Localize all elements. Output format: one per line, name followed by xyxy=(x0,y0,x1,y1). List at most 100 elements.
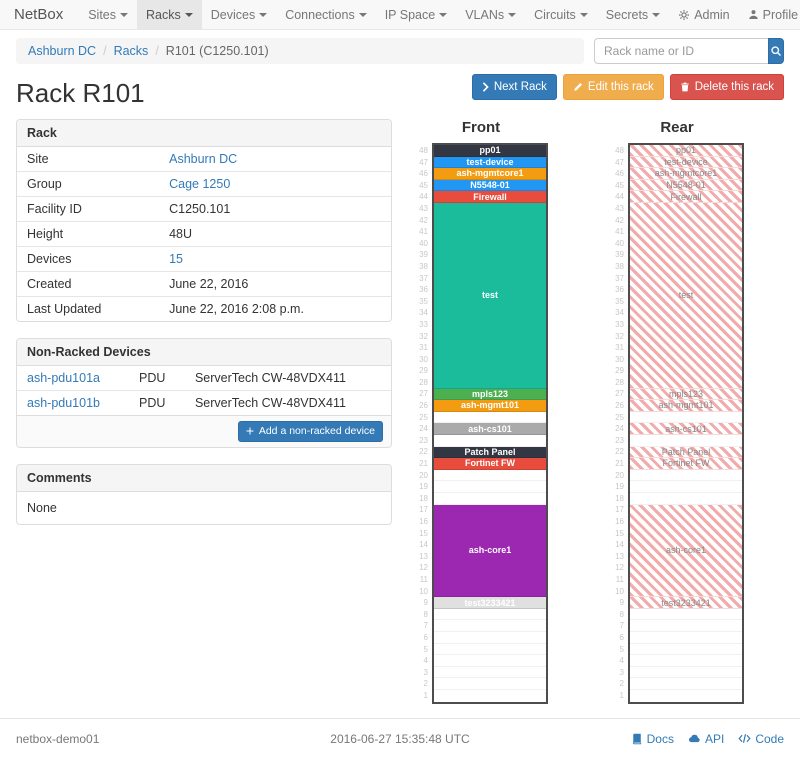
rack-device-ash-core1[interactable]: ash-core1 xyxy=(630,504,742,598)
rack-device-fortinet-fw[interactable]: Fortinet FW xyxy=(434,458,546,470)
rack-device-pp01[interactable]: pp01 xyxy=(630,145,742,157)
unit-number: 14 xyxy=(615,540,624,550)
rack-device-fortinet-fw[interactable]: Fortinet FW xyxy=(630,458,742,470)
nav-item-vlans[interactable]: VLANs xyxy=(456,0,525,29)
rack-device-patch-panel[interactable]: Patch Panel xyxy=(434,446,546,459)
rack-device-mpls123[interactable]: mpls123 xyxy=(434,388,546,401)
unit-number: 24 xyxy=(615,424,624,434)
unit-number: 17 xyxy=(615,505,624,515)
rack-device-pp01[interactable]: pp01 xyxy=(434,145,546,157)
unit-number: 20 xyxy=(615,470,624,480)
unit-number: 30 xyxy=(615,354,624,364)
nav-item-devices[interactable]: Devices xyxy=(202,0,276,29)
nav-item-ip-space[interactable]: IP Space xyxy=(376,0,457,29)
unit-number: 16 xyxy=(615,517,624,526)
nav-item-circuits[interactable]: Circuits xyxy=(525,0,597,29)
device-type: ServerTech CW-48VDX411 xyxy=(194,371,346,385)
nav-item-admin[interactable]: Admin xyxy=(669,0,738,29)
rack-slot-empty xyxy=(434,412,546,424)
nav-item-secrets[interactable]: Secrets xyxy=(597,0,669,29)
add-non-racked-device-button[interactable]: Add a non-racked device xyxy=(237,421,383,442)
nav-item-label: Sites xyxy=(88,7,116,22)
unit-number: 27 xyxy=(615,389,624,399)
nav-item-racks[interactable]: Racks xyxy=(137,0,202,29)
rack-device-n5548-01[interactable]: N5548-01 xyxy=(434,179,546,192)
nav-item-sites[interactable]: Sites xyxy=(79,0,137,29)
attribute-label: Facility ID xyxy=(17,196,160,222)
breadcrumb-item-ashburn-dc[interactable]: Ashburn DC xyxy=(28,44,97,58)
unit-number: 23 xyxy=(419,435,428,445)
unit-number: 36 xyxy=(615,285,624,295)
edit-rack-button[interactable]: Edit this rack xyxy=(562,74,664,101)
rack-slot-empty xyxy=(630,655,742,667)
rack-front-column: Front 48 47 46 45 44 43 42 41 40 39 38 37 36 35 34 33 32… xyxy=(414,119,548,704)
attribute-value-link[interactable]: Ashburn DC xyxy=(169,152,238,166)
unit-number: 24 xyxy=(419,424,428,434)
rack-device-test3233421[interactable]: test3233421 xyxy=(434,597,546,609)
rack-search-input[interactable] xyxy=(594,38,768,64)
unit-number: 19 xyxy=(615,482,624,492)
next-rack-button[interactable]: Next Rack xyxy=(471,74,557,101)
nav-item-connections[interactable]: Connections xyxy=(276,0,376,29)
rack-slot-empty xyxy=(434,655,546,667)
rack-device-ash-mgmtcore1[interactable]: ash-mgmtcore1 xyxy=(630,168,742,180)
non-racked-device-row: ash-pdu101b PDU ServerTech CW-48VDX411 xyxy=(17,390,391,415)
unit-number: 19 xyxy=(419,482,428,492)
rack-device-n5548-01[interactable]: N5548-01 xyxy=(630,179,742,192)
navbar: NetBox Sites Racks Devices Connections IP Sp… xyxy=(0,0,800,30)
unit-number: 22 xyxy=(615,447,624,457)
rack-device-test3233421[interactable]: test3233421 xyxy=(630,597,742,609)
device-link-ash-pdu101a[interactable]: ash-pdu101a xyxy=(27,371,100,385)
rack-device-test-device[interactable]: test-device xyxy=(434,156,546,169)
rack-slot-empty xyxy=(434,470,546,482)
unit-number: 21 xyxy=(615,459,624,469)
rack-device-test-device[interactable]: test-device xyxy=(630,156,742,169)
main-container: Ashburn DC / Racks / R101 (C1250.101) Rack R… xyxy=(0,30,800,704)
app-brand[interactable]: NetBox xyxy=(14,6,64,23)
nav-item-label: IP Space xyxy=(384,7,436,22)
unit-number: 6 xyxy=(423,632,428,642)
rack-device-ash-mgmt101[interactable]: ash-mgmt101 xyxy=(630,400,742,412)
search-button[interactable] xyxy=(768,38,784,64)
attribute-label: Site xyxy=(27,152,49,166)
unit-number: 28 xyxy=(615,377,624,387)
rack-rear: 48 47 46 45 44 43 42 41 40 39 38 37 36 35 34 33 32 31 30 29… xyxy=(610,143,744,704)
rack-front: 48 47 46 45 44 43 42 41 40 39 38 37 36 35 34 33 32 31 30 29… xyxy=(414,143,548,704)
unit-number: 15 xyxy=(419,528,428,538)
unit-number: 41 xyxy=(419,227,428,237)
delete-rack-button[interactable]: Delete this rack xyxy=(669,74,784,101)
plus-icon xyxy=(246,427,254,435)
nav-item-profile[interactable]: Profile xyxy=(739,0,800,29)
footer-link-code[interactable]: Code xyxy=(738,732,784,746)
breadcrumb-separator: / xyxy=(155,44,159,58)
unit-number: 2 xyxy=(619,679,624,689)
attribute-value-link[interactable]: Cage 1250 xyxy=(169,177,231,191)
rack-device-ash-cs101[interactable]: ash-cs101 xyxy=(434,423,546,435)
unit-number: 10 xyxy=(615,586,624,596)
rack-device-patch-panel[interactable]: Patch Panel xyxy=(630,446,742,459)
rack-device-firewall[interactable]: Firewall xyxy=(434,191,546,203)
rack-device-test[interactable]: test xyxy=(630,202,742,389)
unit-number: 12 xyxy=(615,563,624,573)
nav-item-label: Circuits xyxy=(534,7,576,22)
non-racked-panel-title: Non-Racked Devices xyxy=(17,339,391,366)
breadcrumb-item-r101-c1250-101: R101 (C1250.101) xyxy=(165,44,269,58)
rack-slot-empty xyxy=(630,481,742,493)
device-name: ash-pdu101a xyxy=(17,366,129,391)
rack-device-mpls123[interactable]: mpls123 xyxy=(630,388,742,401)
rack-device-test[interactable]: test xyxy=(434,202,546,389)
footer-link-docs[interactable]: Docs xyxy=(631,732,674,746)
breadcrumb-item-racks[interactable]: Racks xyxy=(113,44,149,58)
footer-link-api[interactable]: API xyxy=(688,732,724,746)
rack-device-ash-core1[interactable]: ash-core1 xyxy=(434,504,546,598)
attribute-value-link[interactable]: 15 xyxy=(169,252,184,266)
rack-device-ash-mgmt101[interactable]: ash-mgmt101 xyxy=(434,400,546,412)
rack-slot-empty xyxy=(630,609,742,621)
rack-device-firewall[interactable]: Firewall xyxy=(630,191,742,203)
unit-number: 33 xyxy=(419,319,428,329)
rack-device-ash-cs101[interactable]: ash-cs101 xyxy=(630,423,742,435)
device-link-ash-pdu101b[interactable]: ash-pdu101b xyxy=(27,396,100,410)
unit-number: 26 xyxy=(615,401,624,411)
rack-device-ash-mgmtcore1[interactable]: ash-mgmtcore1 xyxy=(434,168,546,180)
rack-slot-empty xyxy=(434,481,546,493)
